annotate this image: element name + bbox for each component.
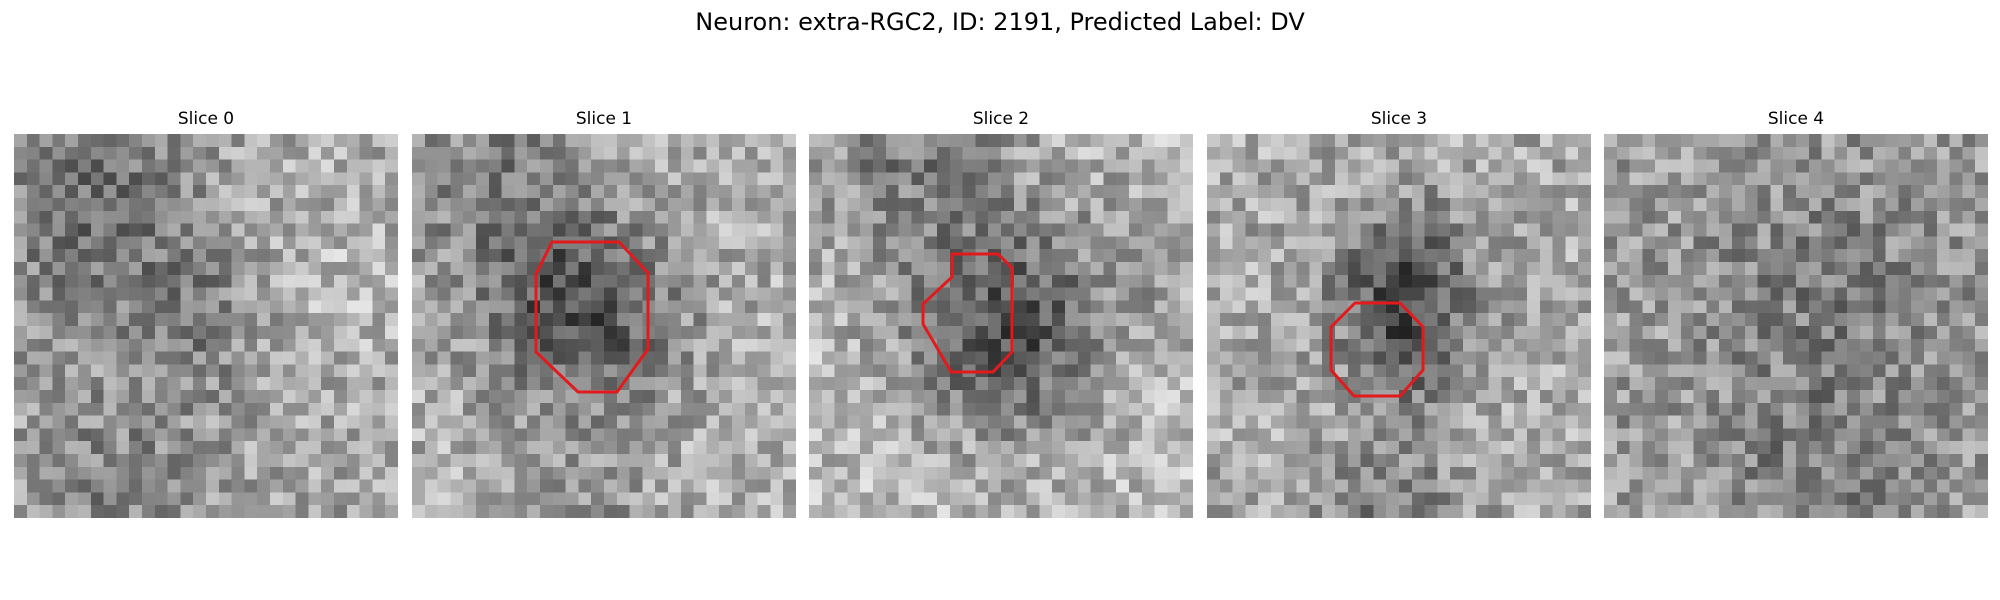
slice-panel-4: Slice 4 [1604, 108, 1988, 518]
slice-image [1604, 134, 1988, 518]
roi-overlay [1329, 301, 1425, 398]
roi-contour [1329, 301, 1425, 398]
roi-overlay [921, 252, 1014, 374]
slice-title: Slice 3 [1370, 109, 1428, 129]
slice-title: Slice 1 [575, 109, 633, 129]
slice-panel-1: Slice 1 [412, 108, 796, 518]
slice-title: Slice 2 [972, 109, 1030, 129]
slice-panel-3: Slice 3 [1207, 108, 1591, 518]
slice-panel-0: Slice 0 [14, 108, 398, 518]
roi-contour [921, 252, 1014, 374]
slice-title: Slice 4 [1767, 109, 1825, 129]
slice-image [412, 134, 796, 518]
slice-image [1207, 134, 1591, 518]
roi-overlay [534, 240, 650, 394]
roi-overlay [1604, 134, 1988, 518]
roi-contour [534, 240, 650, 394]
slice-title: Slice 0 [177, 109, 235, 129]
slice-image [14, 134, 398, 518]
slice-panel-2: Slice 2 [809, 108, 1193, 518]
roi-overlay [14, 134, 398, 518]
figure-title: Neuron: extra-RGC2, ID: 2191, Predicted … [695, 8, 1305, 36]
slice-image [809, 134, 1193, 518]
